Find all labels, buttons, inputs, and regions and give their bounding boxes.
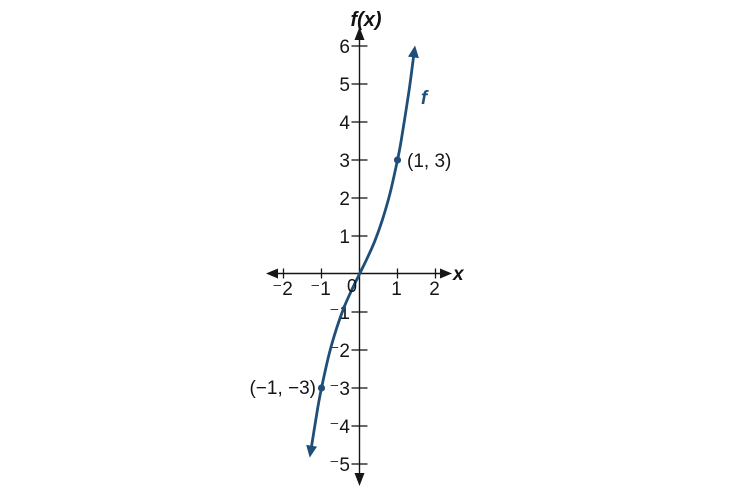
point-label-1-3: (1, 3)	[407, 151, 451, 172]
y-tick-label: ⁻3	[329, 379, 350, 400]
marked-point-dot	[393, 156, 402, 164]
curve-arrow-up-icon	[408, 45, 419, 59]
x-tick-label: 1	[391, 279, 402, 300]
y-tick-label: 5	[339, 75, 350, 96]
y-tick-label: 1	[339, 227, 350, 248]
axes-layer	[266, 27, 452, 486]
x-tick-label: ⁻2	[272, 279, 293, 300]
marked-point-dot	[317, 384, 326, 392]
y-axis-arrow-up-icon	[354, 27, 365, 40]
x-axis-title: x	[452, 264, 465, 285]
curve-arrow-down-icon	[306, 444, 318, 458]
y-tick-label: 3	[339, 151, 350, 172]
x-axis-arrow-left-icon	[266, 268, 278, 279]
x-tick-label: 2	[429, 279, 440, 300]
y-tick-label: 2	[339, 189, 350, 210]
labels-layer: f(x) x 0 f (1, 3) (−1, −3)	[249, 9, 465, 399]
y-tick-label: 6	[339, 37, 350, 58]
y-axis-arrow-down-icon	[354, 473, 365, 486]
y-tick-label: ⁻5	[329, 455, 350, 476]
function-curve	[310, 56, 415, 448]
x-axis-arrow-right-icon	[440, 268, 452, 279]
point-label-neg1-neg3: (−1, −3)	[249, 378, 316, 399]
y-axis-title: f(x)	[350, 9, 381, 31]
y-tick-label: ⁻4	[329, 417, 350, 438]
y-tick-label: 4	[339, 113, 350, 134]
curve-label: f	[421, 88, 429, 109]
x-tick-label: ⁻1	[310, 279, 331, 300]
origin-label: 0	[347, 276, 357, 296]
curve-layer	[306, 45, 419, 458]
y-tick-label: ⁻2	[329, 341, 350, 362]
points-layer	[317, 156, 402, 392]
